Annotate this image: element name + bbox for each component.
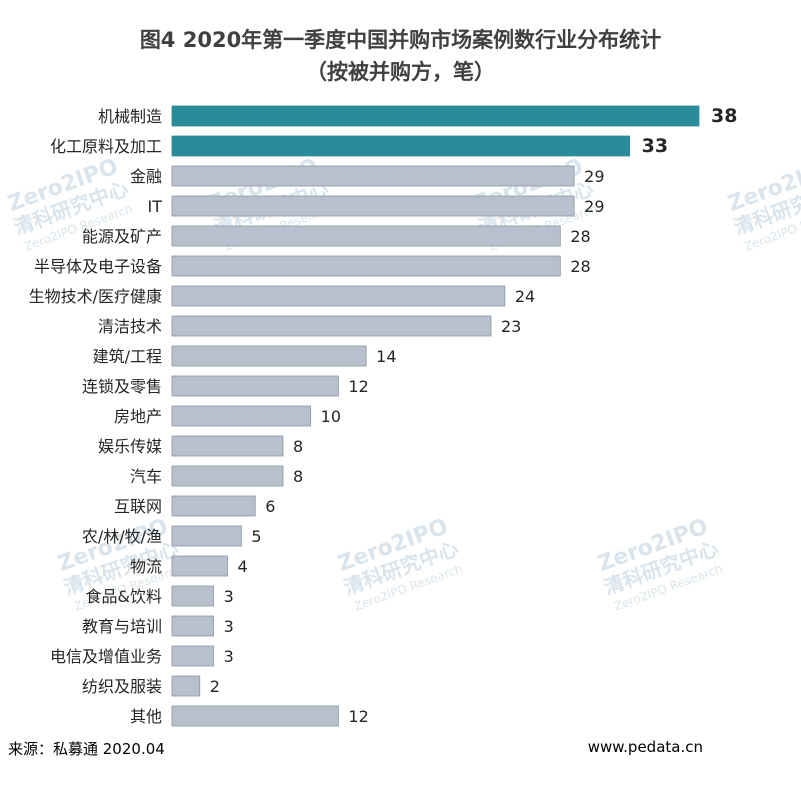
bar — [171, 345, 367, 367]
value-label: 38 — [711, 105, 737, 127]
category-label: IT — [148, 197, 163, 216]
value-label: 5 — [251, 527, 261, 546]
value-label: 29 — [584, 167, 604, 186]
bar — [171, 495, 256, 517]
category-label: 半导体及电子设备 — [34, 257, 162, 276]
value-label: 8 — [293, 467, 303, 486]
category-label: 金融 — [130, 167, 162, 186]
category-label: 其他 — [130, 707, 162, 726]
bar — [171, 195, 575, 217]
category-label: 生物技术/医疗健康 — [29, 287, 162, 306]
category-label: 纺织及服装 — [82, 677, 162, 696]
bar — [171, 405, 312, 427]
bar — [171, 315, 492, 337]
value-label: 29 — [584, 197, 604, 216]
category-label: 清洁技术 — [98, 317, 162, 336]
category-label: 化工原料及加工 — [50, 137, 162, 156]
value-label: 28 — [570, 227, 590, 246]
bar — [171, 375, 339, 397]
source-note: 来源：私募通 2020.04 — [8, 740, 165, 758]
website-link[interactable]: www.pedata.cn — [587, 738, 703, 756]
bar — [171, 435, 284, 457]
category-label: 汽车 — [130, 467, 162, 486]
value-label: 6 — [265, 497, 275, 516]
value-label: 3 — [224, 587, 234, 606]
bar — [171, 105, 700, 127]
category-label: 连锁及零售 — [82, 377, 162, 396]
bar — [171, 645, 215, 667]
bar — [171, 255, 561, 277]
value-label: 3 — [224, 647, 234, 666]
category-label: 物流 — [130, 557, 162, 576]
value-label: 10 — [321, 407, 341, 426]
bar — [171, 675, 201, 697]
value-label: 24 — [515, 287, 535, 306]
bar — [171, 525, 242, 547]
category-label: 娱乐传媒 — [98, 437, 162, 456]
category-label: 电信及增值业务 — [50, 647, 162, 666]
value-label: 4 — [237, 557, 247, 576]
value-label: 8 — [293, 437, 303, 456]
chart-subtitle: （按被并购方，笔） — [306, 60, 495, 84]
bar — [171, 225, 561, 247]
value-label: 3 — [224, 617, 234, 636]
bar — [171, 555, 228, 577]
bar — [171, 615, 215, 637]
value-label: 23 — [501, 317, 521, 336]
category-label: 机械制造 — [98, 107, 162, 126]
value-label: 2 — [210, 677, 220, 696]
chart-title: 图4 2020年第一季度中国并购市场案例数行业分布统计 — [139, 28, 662, 52]
category-label: 互联网 — [114, 497, 162, 516]
category-label: 建筑/工程 — [93, 347, 162, 366]
value-label: 14 — [376, 347, 396, 366]
bar — [171, 705, 339, 727]
value-label: 28 — [570, 257, 590, 276]
value-label: 33 — [642, 135, 668, 157]
bar — [171, 135, 631, 157]
value-label: 12 — [348, 707, 368, 726]
bar — [171, 165, 575, 187]
category-label: 房地产 — [114, 407, 162, 426]
category-label: 食品&饮料 — [86, 587, 162, 606]
bar — [171, 585, 215, 607]
category-label: 能源及矿产 — [82, 227, 162, 246]
bar — [171, 465, 284, 487]
category-label: 教育与培训 — [82, 617, 162, 636]
bar — [171, 285, 506, 307]
value-label: 12 — [348, 377, 368, 396]
category-label: 农/林/牧/渔 — [82, 527, 162, 546]
